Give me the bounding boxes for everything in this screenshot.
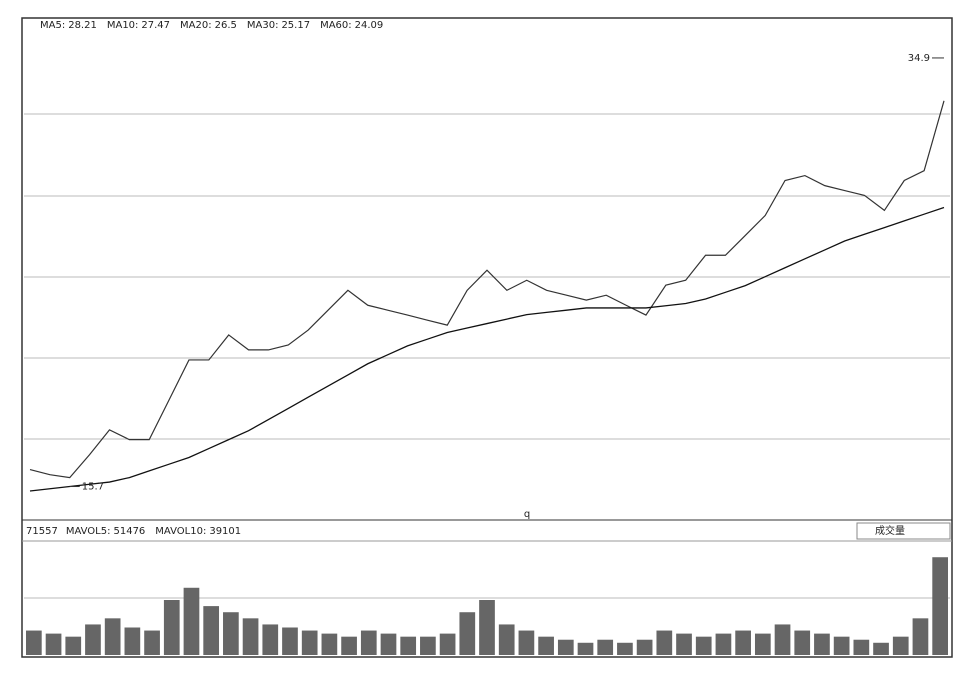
indicator-value: 28.21: [68, 20, 97, 31]
volume-bar: [912, 618, 929, 655]
volume-bar: [262, 624, 279, 655]
cursor-label: q: [524, 509, 530, 520]
volume-bar: [104, 618, 121, 655]
volume-last: 71557: [26, 526, 58, 537]
volume-bar: [223, 612, 239, 655]
price-line: [29, 100, 945, 479]
indicator-name: MAVOL10:: [155, 526, 206, 537]
volume-bar: [26, 630, 42, 655]
indicator-value: 27.47: [141, 20, 170, 31]
price-line: [29, 206, 945, 492]
volume-bar: [420, 636, 436, 655]
volume-bar: [144, 630, 160, 655]
volume-bar: [479, 600, 495, 655]
volume-bar: [715, 633, 732, 655]
indicator-value: 26.5: [215, 20, 237, 31]
volume-bar: [538, 636, 554, 655]
indicator-name: MAVOL5:: [66, 526, 111, 537]
volume-bar: [45, 633, 62, 655]
volume-bar: [676, 633, 692, 655]
volume-bar: [656, 630, 673, 655]
volume-bar: [794, 630, 811, 655]
volume-bar: [617, 642, 633, 655]
indicator-name: MA10:: [107, 20, 139, 31]
volume-bar: [814, 633, 830, 655]
volume-bar: [380, 633, 397, 655]
volume-bar: [341, 636, 357, 655]
button-label[interactable]: 成交量: [875, 524, 905, 537]
frame: [21, 17, 953, 658]
indicator-name: MA5:: [40, 20, 65, 31]
volume-bar: [183, 587, 200, 655]
volume-bar: [892, 636, 909, 655]
volume-bar: [321, 633, 338, 655]
indicator-name: MA30:: [247, 20, 279, 31]
volume-bar: [439, 633, 456, 655]
indicator-value: 51476: [113, 526, 145, 537]
volume-bar: [163, 600, 180, 655]
volume-bar: [242, 618, 259, 655]
indicator-button[interactable]: [856, 522, 951, 540]
volume-bar: [459, 612, 476, 655]
volume-bar: [301, 630, 318, 655]
volume-bar: [774, 624, 791, 655]
volume-bar: [282, 627, 298, 655]
volume-bar: [360, 630, 377, 655]
volume-bar: [65, 636, 82, 655]
volume-bar: [932, 557, 948, 655]
volume-bar: [833, 636, 850, 655]
indicator-value: 39101: [209, 526, 241, 537]
indicator-name: MA60:: [320, 20, 352, 31]
volume-bar: [754, 633, 771, 655]
volume-bar: [124, 627, 141, 655]
volume-bar: [636, 639, 653, 655]
volume-bar: [400, 636, 417, 655]
volume-bar: [577, 642, 594, 655]
volume-bar: [695, 636, 712, 655]
volume-bar: [557, 639, 574, 655]
indicator-value: 25.17: [281, 20, 310, 31]
high-label: 34.9: [908, 53, 930, 64]
volume-bar: [518, 630, 535, 655]
volume-bar: [498, 624, 515, 655]
volume-bar: [85, 624, 101, 655]
indicator-name: MA20:: [180, 20, 212, 31]
low-label: 15.7: [82, 482, 104, 493]
volume-bar: [203, 606, 220, 655]
volume-bar: [735, 630, 751, 655]
volume-bar: [873, 642, 889, 655]
volume-bar: [597, 639, 614, 655]
volume-bar: [853, 639, 870, 655]
indicator-value: 24.09: [355, 20, 384, 31]
